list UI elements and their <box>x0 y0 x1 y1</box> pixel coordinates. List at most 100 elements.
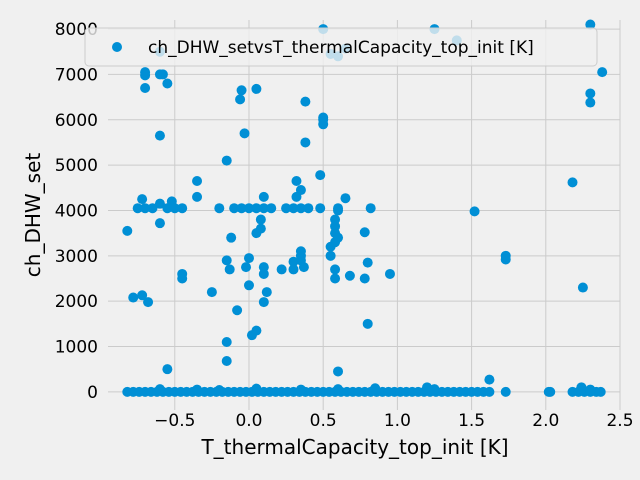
data-point <box>192 191 203 202</box>
data-point <box>221 255 232 266</box>
data-point <box>333 205 344 216</box>
data-point <box>577 282 588 293</box>
data-point <box>362 318 373 329</box>
data-point <box>154 384 165 395</box>
data-point <box>226 232 237 243</box>
y-axis-label: ch_DHW_set <box>21 153 45 278</box>
data-point <box>315 203 326 214</box>
data-point <box>221 356 232 367</box>
data-point <box>330 273 341 284</box>
data-point <box>291 175 302 186</box>
data-point <box>595 386 606 397</box>
data-point <box>255 223 266 234</box>
data-points <box>122 19 608 397</box>
data-point <box>235 94 246 105</box>
data-point <box>333 384 344 395</box>
data-point <box>597 67 608 78</box>
x-tick-label: 1.0 <box>384 411 411 431</box>
data-point <box>315 170 326 181</box>
data-point <box>140 83 151 94</box>
data-point <box>567 177 578 188</box>
data-point <box>162 364 173 375</box>
data-point <box>255 214 266 225</box>
data-point <box>585 97 596 108</box>
data-point <box>169 203 180 214</box>
data-point <box>288 264 299 275</box>
data-point <box>143 297 154 308</box>
data-point <box>221 155 232 166</box>
data-point <box>585 19 596 30</box>
data-point <box>300 96 311 107</box>
x-tick-label: 0.5 <box>310 411 337 431</box>
data-point <box>154 198 165 209</box>
data-point <box>239 128 250 139</box>
data-point <box>344 270 355 281</box>
data-point <box>232 305 243 316</box>
data-point <box>251 83 262 94</box>
legend-marker <box>112 42 122 52</box>
x-tick-label: 2.5 <box>606 411 633 431</box>
data-point <box>291 191 302 202</box>
data-point <box>154 130 165 141</box>
y-tick-label: 7000 <box>55 65 98 85</box>
data-point <box>243 253 254 264</box>
data-point <box>330 264 341 275</box>
y-tick-label: 6000 <box>55 111 98 131</box>
data-point <box>281 203 292 214</box>
y-tick-label: 4000 <box>55 201 98 221</box>
data-point <box>132 203 143 214</box>
data-point <box>429 384 440 395</box>
data-point <box>298 262 309 273</box>
data-point <box>359 273 370 284</box>
data-point <box>243 203 254 214</box>
data-point <box>276 264 287 275</box>
data-point <box>137 194 148 205</box>
data-point <box>137 290 148 301</box>
data-point <box>359 227 370 238</box>
data-point <box>192 175 203 186</box>
data-point <box>177 203 188 214</box>
data-point <box>340 193 351 204</box>
data-point <box>251 383 262 394</box>
y-tick-label: 3000 <box>55 247 98 267</box>
data-point <box>585 88 596 99</box>
y-tick-label: 0 <box>87 383 98 403</box>
data-point <box>241 262 252 273</box>
data-point <box>154 218 165 229</box>
data-point <box>177 273 188 284</box>
data-point <box>362 257 373 268</box>
data-point <box>221 336 232 347</box>
data-point <box>288 256 299 267</box>
data-point <box>214 385 225 396</box>
y-tick-label: 5000 <box>55 156 98 176</box>
data-point <box>333 366 344 377</box>
x-axis-ticks: −0.5 0.0 0.5 1.0 1.5 2.0 2.5 <box>154 411 633 431</box>
data-point <box>246 330 257 341</box>
data-point <box>303 203 314 214</box>
data-point <box>157 69 168 80</box>
data-point <box>251 203 262 214</box>
data-point <box>192 384 203 395</box>
data-point <box>325 250 336 261</box>
data-point <box>469 206 480 217</box>
data-point <box>128 292 139 303</box>
legend-label: ch_DHW_setvsT_thermalCapacity_top_init [… <box>148 38 534 58</box>
data-point <box>140 203 151 214</box>
data-point <box>333 232 344 243</box>
data-point <box>229 203 240 214</box>
data-point <box>484 386 495 397</box>
data-point <box>266 203 277 214</box>
data-point <box>384 268 395 279</box>
legend-box <box>84 27 598 67</box>
data-point <box>258 191 269 202</box>
data-point <box>236 203 247 214</box>
data-point <box>214 203 225 214</box>
x-tick-label: −0.5 <box>154 411 195 431</box>
data-point <box>140 70 151 81</box>
data-point <box>300 137 311 148</box>
data-point <box>365 203 376 214</box>
data-point <box>258 268 269 279</box>
